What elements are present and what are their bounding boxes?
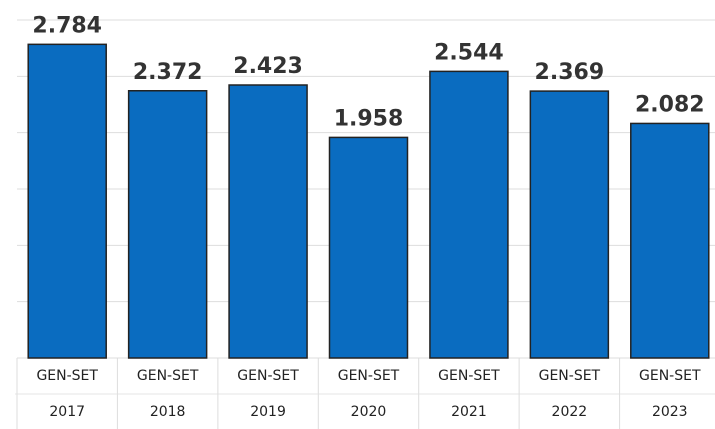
value-label: 2.784: [32, 13, 102, 38]
x-tick-label: GEN-SET 2019: [237, 367, 299, 420]
value-label: 2.082: [635, 92, 705, 117]
x-tick-label: GEN-SET 2021: [438, 367, 500, 420]
value-label: 2.423: [233, 54, 303, 79]
bar: [127, 90, 208, 359]
value-label: 2.372: [133, 60, 203, 85]
bar: [429, 70, 509, 359]
x-tick-label: GEN-SET 2020: [337, 367, 400, 420]
bar: [27, 43, 107, 359]
bar: [228, 84, 308, 359]
x-tick-label: GEN-SET 2017: [36, 367, 98, 420]
value-label: 2.369: [535, 60, 605, 85]
bar: [328, 136, 409, 359]
bar: [630, 122, 710, 359]
value-label: 1.958: [334, 106, 404, 131]
x-tick-label: GEN-SET 2023: [639, 367, 701, 420]
bar: [529, 90, 610, 359]
x-tick-label: GEN-SET 2022: [538, 367, 601, 420]
value-label: 2.544: [434, 40, 504, 65]
x-tick-label: GEN-SET 2018: [136, 367, 199, 420]
